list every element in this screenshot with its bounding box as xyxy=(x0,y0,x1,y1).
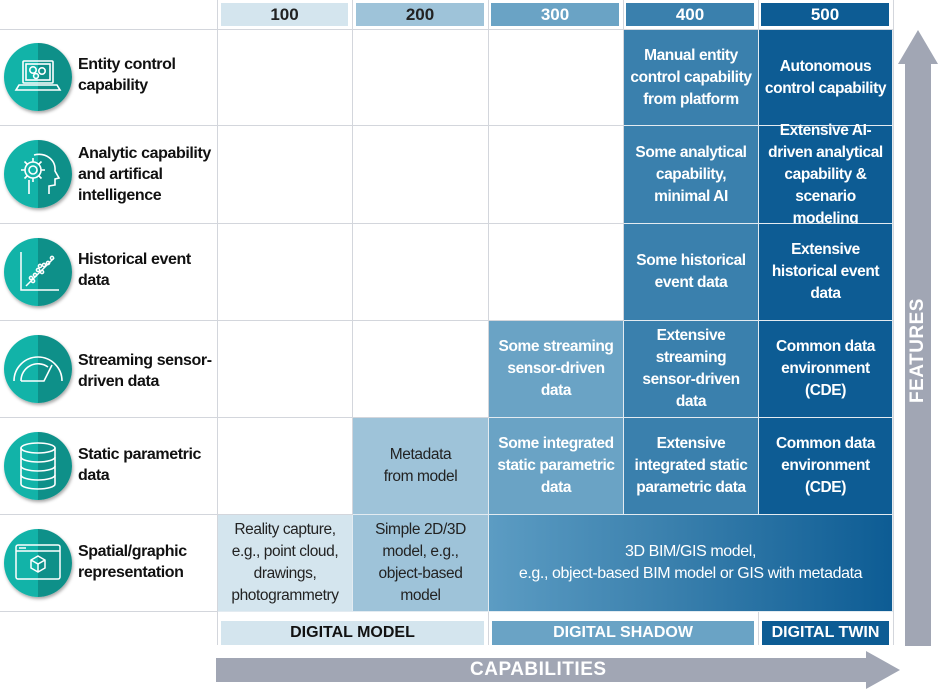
level-header-500: 500 xyxy=(761,3,889,26)
stage-digital-model: DIGITAL MODEL xyxy=(221,621,484,645)
grid-line xyxy=(352,0,353,612)
cell-spatial-200: Simple 2D/3D model, e.g., object-based m… xyxy=(353,515,489,612)
cell-streaming-500: Common data environment (CDE) xyxy=(759,321,893,418)
database-icon xyxy=(4,432,72,500)
cell-analytic-400: Some analytical capability, minimal AI xyxy=(624,126,759,224)
level-header-300: 300 xyxy=(491,3,619,26)
cell-historical-500: Extensive historical event data xyxy=(759,224,893,321)
level-header-200: 200 xyxy=(356,3,484,26)
cell-spatial-300-500: 3D BIM/GIS model, e.g., object-based BIM… xyxy=(489,515,893,612)
capabilities-arrow xyxy=(216,651,900,691)
cell-static-500: Common data environment (CDE) xyxy=(759,418,893,515)
row-divider xyxy=(0,29,893,30)
row-label-analytic: Analytic capability and artifical intell… xyxy=(78,145,211,204)
level-header-100: 100 xyxy=(221,3,348,26)
cell-entity-control-400: Manual entity control capability from pl… xyxy=(624,30,759,126)
row-divider xyxy=(0,417,893,418)
cell-streaming-300: Some streaming sensor-driven data xyxy=(489,321,624,418)
cell-static-300: Some integrated static parametric data xyxy=(489,418,624,515)
cell-spatial-100: Reality capture, e.g., point cloud, draw… xyxy=(218,515,353,612)
window-cube-icon xyxy=(4,529,72,597)
scatter-plot-icon xyxy=(4,238,72,306)
features-label: FEATURES xyxy=(907,298,928,403)
cell-streaming-400: Extensive streaming sensor-driven data xyxy=(624,321,759,418)
row-label-streaming: Streaming sensor-driven data xyxy=(78,351,212,390)
head-gear-icon xyxy=(4,140,72,208)
row-divider xyxy=(0,125,893,126)
grid-line xyxy=(488,612,489,645)
row-label-static: Static parametric data xyxy=(78,446,202,484)
laptop-gears-icon xyxy=(4,43,72,111)
stage-digital-twin: DIGITAL TWIN xyxy=(762,621,889,645)
cell-historical-400: Some historical event data xyxy=(624,224,759,321)
cell-entity-control-500: Autonomous control capability xyxy=(759,30,893,126)
grid-line xyxy=(758,612,759,645)
grid-line xyxy=(893,0,894,645)
cell-static-400: Extensive integrated static parametric d… xyxy=(624,418,759,515)
arrow-up-icon xyxy=(898,30,938,646)
row-label-entity-control: Entity control capability xyxy=(78,56,176,94)
arrow-right-icon xyxy=(216,651,900,689)
grid-line xyxy=(217,0,218,612)
row-divider xyxy=(0,223,893,224)
row-label-spatial: Spatial/graphic representation xyxy=(78,543,187,581)
row-divider xyxy=(0,320,893,321)
grid-line xyxy=(623,0,624,612)
cell-analytic-500: Extensive AI- driven analytical capabili… xyxy=(759,122,893,227)
capabilities-label: CAPABILITIES xyxy=(470,659,607,680)
stage-digital-shadow: DIGITAL SHADOW xyxy=(492,621,754,645)
row-label-historical: Historical event data xyxy=(78,251,191,289)
grid-line xyxy=(217,612,218,645)
level-header-400: 400 xyxy=(626,3,754,26)
features-arrow xyxy=(898,30,938,646)
gauge-icon xyxy=(4,335,72,403)
grid-line xyxy=(488,0,489,612)
cell-static-200: Metadata from model xyxy=(353,418,489,515)
